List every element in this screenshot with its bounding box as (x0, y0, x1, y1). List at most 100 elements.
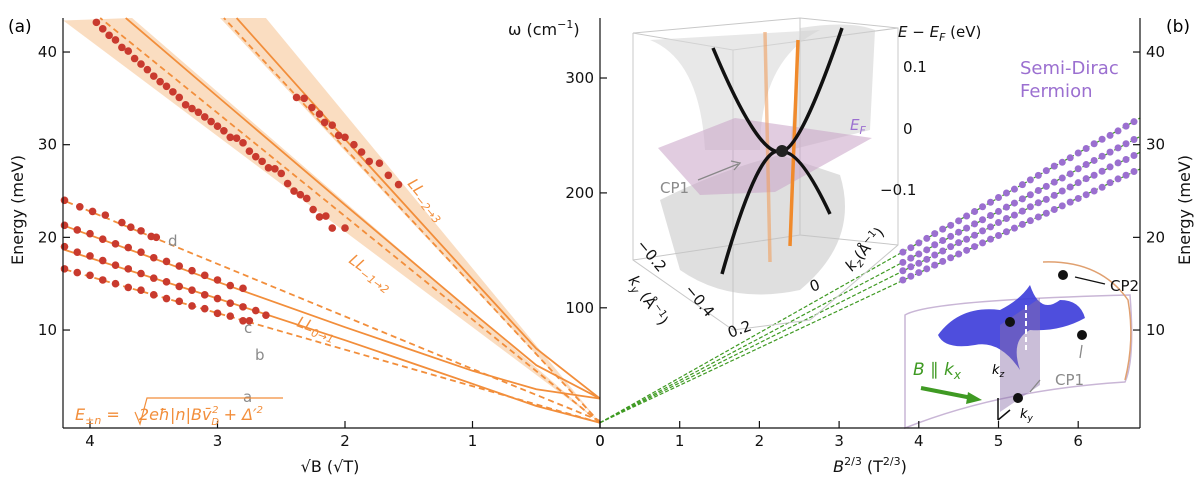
tick-label: 200 (565, 184, 594, 202)
tick-label: 5 (994, 432, 1004, 450)
data-point (73, 248, 82, 256)
node-sphere (1005, 317, 1015, 327)
data-point (931, 261, 939, 269)
kz-axis-label: kz(Å−1) (841, 223, 891, 276)
cp2-sphere (1058, 270, 1068, 280)
data-point (245, 316, 254, 325)
data-point (105, 31, 113, 40)
tick-label: 0 (595, 432, 605, 450)
data-point (200, 304, 209, 313)
data-point (149, 72, 158, 80)
ky-tick: −0.4 (681, 281, 718, 320)
data-point (232, 134, 241, 143)
data-point (156, 77, 164, 86)
cp2-arrow (1074, 276, 1106, 285)
data-point (971, 231, 979, 239)
data-point (213, 276, 222, 284)
data-point (86, 229, 94, 238)
data-point (907, 263, 915, 271)
dashed-model-curve (62, 199, 601, 422)
data-point (899, 276, 907, 284)
data-point (124, 283, 133, 292)
data-point (1066, 183, 1074, 191)
data-point (939, 237, 947, 245)
formula-text: E±n = 2eħ|n|Bv̄D2 + Δ′2 (75, 405, 263, 428)
data-point (1002, 203, 1010, 211)
cp2-label: CP2 (1110, 277, 1139, 295)
fermi-plane (658, 118, 872, 195)
data-point (931, 241, 939, 249)
data-point (137, 248, 145, 256)
data-point (971, 243, 979, 251)
data-point (939, 225, 947, 233)
ztick: 0 (903, 120, 913, 138)
data-point (947, 232, 955, 240)
data-point (143, 65, 152, 74)
data-point (124, 265, 133, 273)
cp1-arrow-2 (1029, 379, 1041, 393)
data-point (971, 208, 979, 216)
dashed-model-curve (99, 17, 601, 424)
data-point (292, 93, 301, 102)
data-point (239, 303, 247, 311)
data-point (277, 169, 286, 178)
data-point (86, 271, 94, 280)
data-point (1098, 183, 1106, 191)
data-point (923, 255, 931, 263)
data-point (899, 267, 907, 275)
data-point (341, 224, 349, 232)
data-point (915, 250, 923, 258)
data-point (1130, 118, 1138, 126)
data-point (251, 306, 260, 315)
data-point (923, 265, 931, 273)
data-point (322, 212, 330, 220)
data-point (357, 148, 366, 156)
branch-label-b: b (255, 346, 265, 364)
data-point (1034, 171, 1042, 179)
data-point (995, 219, 1002, 227)
data-point (1090, 156, 1098, 164)
data-point (320, 118, 329, 127)
data-point (1026, 217, 1034, 225)
tick-label: 2 (340, 432, 350, 450)
data-point (226, 299, 235, 307)
data-point (213, 309, 222, 318)
data-point (1106, 163, 1114, 171)
data-point (111, 279, 120, 288)
data-point (1130, 152, 1138, 160)
data-point (1074, 179, 1082, 187)
linear-fits (599, 117, 1141, 424)
tick-label: 20 (38, 228, 57, 246)
data-point (137, 286, 145, 294)
data-point (1090, 171, 1098, 179)
solid-model-curve (125, 17, 601, 400)
data-points-b (899, 118, 1138, 284)
data-point (971, 220, 979, 228)
tick-label: 4 (85, 432, 95, 450)
nodal-line (1042, 261, 1132, 381)
data-point (1130, 168, 1138, 176)
brillouin-zone-frame (904, 294, 1133, 430)
ky-axis-arrow (997, 409, 1011, 421)
tick-label: 40 (1146, 43, 1165, 61)
data-point (923, 246, 931, 254)
data-point (955, 228, 963, 236)
legend-fermion: Fermion (1020, 81, 1092, 102)
data-point (308, 103, 316, 112)
tick-label: 0 (595, 432, 605, 450)
panel-label-b: (b) (1166, 17, 1190, 37)
data-point (124, 47, 133, 55)
data-point (296, 190, 305, 199)
data-point (1042, 195, 1050, 203)
data-point (1074, 194, 1082, 202)
data-point (111, 261, 120, 269)
data-point (137, 227, 145, 235)
data-point (963, 246, 971, 254)
data-point (1058, 202, 1066, 210)
data-point (939, 247, 947, 255)
data-point (987, 198, 995, 206)
tick-label: 4 (914, 432, 924, 450)
fit-line (599, 168, 1141, 424)
data-point (1098, 167, 1106, 175)
data-point (309, 205, 317, 214)
